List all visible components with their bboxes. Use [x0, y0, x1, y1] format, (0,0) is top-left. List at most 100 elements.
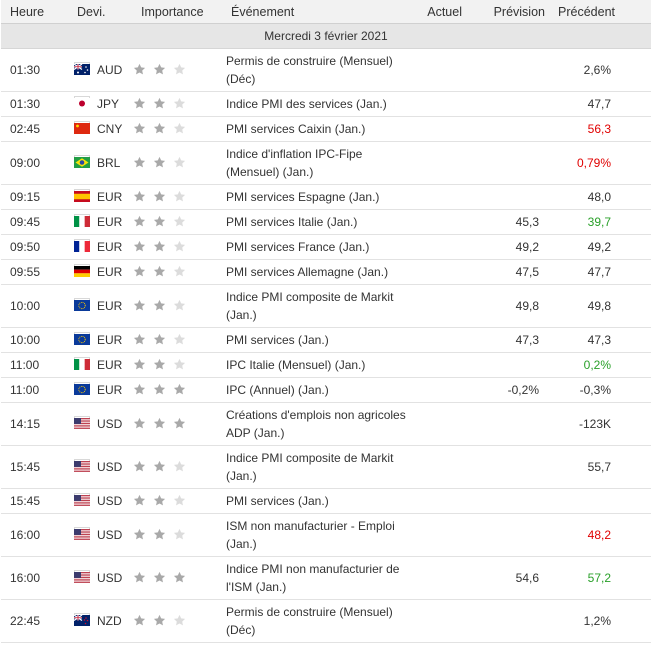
previous-value: 0,2% — [549, 352, 651, 378]
event-name[interactable]: Permis de construire (Mensuel) (Déc) — [222, 599, 414, 643]
currency-code: CNY — [97, 122, 123, 136]
currency-code: USD — [97, 460, 123, 474]
event-name[interactable]: Créations d'emplois non agricoles ADP (J… — [222, 402, 414, 446]
previous-value: 56,3 — [549, 116, 651, 142]
importance-stars — [132, 402, 222, 446]
importance-stars — [132, 259, 222, 285]
forecast-value — [466, 513, 549, 557]
usa-flag-icon — [74, 416, 90, 429]
table-row[interactable]: 11:00 EUR IPC Italie (Mensuel) (Jan.) 0,2% — [1, 352, 651, 378]
event-name[interactable]: Indice PMI des services (Jan.) — [222, 91, 414, 117]
star-empty-icon — [173, 494, 186, 507]
importance-stars — [132, 234, 222, 260]
event-time: 02:45 — [1, 116, 68, 142]
event-name[interactable]: Indice d'inflation IPC-Fipe (Mensuel) (J… — [222, 141, 414, 185]
currency-code: USD — [97, 571, 123, 585]
table-row[interactable]: 02:45 CNY PMI services Caixin (Jan.) 56,3 — [1, 116, 651, 142]
table-row[interactable]: 09:15 EUR PMI services Espagne (Jan.) 48,0 — [1, 184, 651, 210]
forecast-value — [466, 48, 549, 92]
event-time: 22:45 — [1, 599, 68, 643]
star-filled-icon — [153, 97, 166, 110]
star-empty-icon — [173, 614, 186, 627]
event-time: 09:50 — [1, 234, 68, 260]
table-row[interactable]: 09:50 EUR PMI services France (Jan.) 49,2 49… — [1, 234, 651, 260]
star-filled-icon — [153, 122, 166, 135]
col-forecast[interactable]: Prévision — [466, 0, 549, 24]
star-filled-icon — [173, 571, 186, 584]
event-name[interactable]: Indice PMI non manufacturier de l'ISM (J… — [222, 556, 414, 600]
actual-value — [414, 209, 466, 235]
italy-flag-icon — [74, 214, 90, 227]
event-name[interactable]: Permis de construire (Mensuel) (Déc) — [222, 48, 414, 92]
event-name[interactable]: PMI services Espagne (Jan.) — [222, 184, 414, 210]
importance-stars — [132, 445, 222, 489]
col-previous[interactable]: Précédent — [549, 0, 651, 24]
importance-stars — [132, 184, 222, 210]
col-importance[interactable]: Importance — [132, 0, 222, 24]
previous-value: 39,7 — [549, 209, 651, 235]
currency-code: USD — [97, 494, 123, 508]
table-row[interactable]: 16:00 USD ISM non manufacturier - Emploi (… — [1, 513, 651, 557]
table-row[interactable]: 10:00 EUR Indice PMI composite de Markit (… — [1, 284, 651, 328]
col-time[interactable]: Heure — [1, 0, 68, 24]
italy-flag-icon — [74, 357, 90, 370]
table-row[interactable]: 10:00 EUR PMI services (Jan.) 47,3 47,3 — [1, 327, 651, 353]
table-row[interactable]: 09:45 EUR PMI services Italie (Jan.) 45,3 39… — [1, 209, 651, 235]
new-zealand-flag-icon — [73, 613, 90, 626]
table-row[interactable]: 15:45 USD PMI services (Jan.) — [1, 488, 651, 514]
star-filled-icon — [133, 614, 146, 627]
star-filled-icon — [133, 460, 146, 473]
col-actual[interactable]: Actuel — [414, 0, 466, 24]
previous-value: 48,0 — [549, 184, 651, 210]
event-name[interactable]: PMI services Allemagne (Jan.) — [222, 259, 414, 285]
actual-value — [414, 327, 466, 353]
forecast-value — [466, 116, 549, 142]
actual-value — [414, 234, 466, 260]
table-row[interactable]: 09:55 EUR PMI services Allemagne (Jan.) 47,… — [1, 259, 651, 285]
star-empty-icon — [173, 63, 186, 76]
table-row[interactable]: 09:00 BRL Indice d'inflation IPC-Fipe (Men… — [1, 141, 651, 185]
importance-stars — [132, 284, 222, 328]
star-filled-icon — [133, 417, 146, 430]
table-row[interactable]: 16:00 USD Indice PMI non manufacturier de … — [1, 556, 651, 600]
event-time: 16:00 — [1, 513, 68, 557]
star-filled-icon — [173, 383, 186, 396]
col-event[interactable]: Événement — [222, 0, 414, 24]
table-row[interactable]: 11:00 EUR IPC (Annuel) (Jan.) -0,2% -0,3% — [1, 377, 651, 403]
importance-stars — [132, 556, 222, 600]
forecast-value — [466, 184, 549, 210]
event-time: 09:55 — [1, 259, 68, 285]
currency-code: EUR — [97, 190, 123, 204]
table-row[interactable]: 01:30 JPY Indice PMI des services (Jan.) 47… — [1, 91, 651, 117]
event-time: 01:30 — [1, 91, 68, 117]
forecast-value — [466, 599, 549, 643]
star-filled-icon — [133, 215, 146, 228]
event-name[interactable]: IPC Italie (Mensuel) (Jan.) — [222, 352, 414, 378]
star-filled-icon — [153, 528, 166, 541]
col-currency[interactable]: Devi. — [68, 0, 132, 24]
event-name[interactable]: Indice PMI composite de Markit (Jan.) — [222, 284, 414, 328]
event-name[interactable]: PMI services Caixin (Jan.) — [222, 116, 414, 142]
event-name[interactable]: PMI services France (Jan.) — [222, 234, 414, 260]
event-name[interactable]: ISM non manufacturier - Emploi (Jan.) — [222, 513, 414, 557]
event-name[interactable]: Indice PMI composite de Markit (Jan.) — [222, 445, 414, 489]
currency-cell: NZD — [68, 599, 132, 643]
event-name[interactable]: PMI services Italie (Jan.) — [222, 209, 414, 235]
star-filled-icon — [153, 215, 166, 228]
event-time: 11:00 — [1, 377, 68, 403]
table-row[interactable]: 01:30 AUD Permis de construire (Mensuel) (… — [1, 48, 651, 92]
currency-cell: USD — [68, 488, 132, 514]
event-name[interactable]: IPC (Annuel) (Jan.) — [222, 377, 414, 403]
date-label: Mercredi 3 février 2021 — [1, 23, 651, 49]
table-row[interactable]: 22:45 NZD Permis de construire (Mensuel) (… — [1, 599, 651, 643]
star-filled-icon — [153, 333, 166, 346]
table-row[interactable]: 15:45 USD Indice PMI composite de Markit (… — [1, 445, 651, 489]
currency-code: EUR — [97, 265, 123, 279]
table-row[interactable]: 14:15 USD Créations d'emplois non agricole… — [1, 402, 651, 446]
event-time: 09:15 — [1, 184, 68, 210]
actual-value — [414, 599, 466, 643]
event-name[interactable]: PMI services (Jan.) — [222, 327, 414, 353]
currency-code: BRL — [97, 156, 121, 170]
forecast-value: -0,2% — [466, 377, 549, 403]
event-name[interactable]: PMI services (Jan.) — [222, 488, 414, 514]
